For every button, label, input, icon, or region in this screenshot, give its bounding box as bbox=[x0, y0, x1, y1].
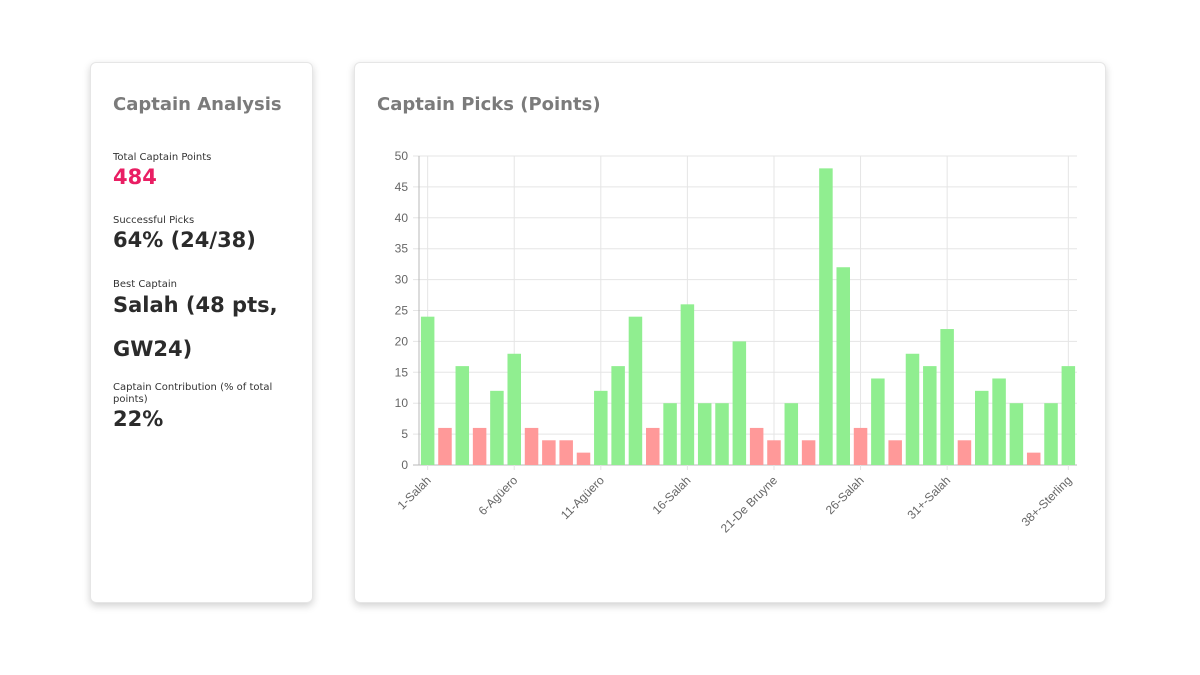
bar-gw-34 bbox=[992, 378, 1006, 465]
bar-gw-12 bbox=[611, 366, 625, 465]
bar-gw-17 bbox=[697, 403, 712, 465]
bar-gw-21 bbox=[767, 440, 781, 465]
best-captain-stat: Best Captain Salah (48 pts, GW24) bbox=[113, 279, 298, 371]
bar-gw-2 bbox=[438, 427, 452, 465]
bar-gw-31 bbox=[940, 329, 954, 465]
bar-gw-13 bbox=[628, 316, 643, 465]
captain-picks-card: Captain Picks (Points) 0 5 10 15 20 25 30 35 40 4… bbox=[354, 62, 1106, 603]
x-tick-label: 26-Salah bbox=[823, 473, 867, 517]
bar-gw-28 bbox=[888, 440, 902, 465]
y-tick-label: 45 bbox=[395, 180, 409, 194]
y-tick-label: 15 bbox=[395, 365, 409, 379]
y-tick-label: 40 bbox=[395, 211, 409, 225]
captain-contribution-stat: Captain Contribution (% of total points)… bbox=[113, 382, 298, 433]
chart-bars bbox=[420, 168, 1076, 466]
bar-gw-1 bbox=[420, 316, 435, 465]
bar-gw-33 bbox=[975, 390, 989, 465]
bar-gw-15 bbox=[663, 403, 677, 465]
x-tick-label: 16-Salah bbox=[650, 473, 694, 517]
bar-gw-35 bbox=[1009, 403, 1024, 465]
successful-picks-stat: Successful Picks 64% (24/38) bbox=[113, 215, 298, 254]
y-tick-label: 20 bbox=[395, 334, 409, 348]
best-captain-label: Best Captain bbox=[113, 279, 177, 290]
x-tick-label: 21-De Bruyne bbox=[718, 473, 780, 535]
bar-gw-11 bbox=[594, 390, 608, 465]
bar-gw-3 bbox=[455, 366, 470, 465]
y-tick-label: 35 bbox=[395, 242, 409, 256]
successful-picks-value: 64% (24/38) bbox=[113, 228, 256, 252]
bar-gw-37 bbox=[1044, 403, 1058, 465]
bar-gw-8 bbox=[542, 440, 556, 465]
y-tick-label: 30 bbox=[395, 273, 409, 287]
bar-gw-19 bbox=[732, 341, 747, 465]
y-tick-label: 50 bbox=[395, 149, 409, 163]
bar-gw-23 bbox=[801, 440, 816, 465]
bar-gw-18 bbox=[715, 403, 729, 465]
chart-title: Captain Picks (Points) bbox=[377, 94, 601, 115]
bar-gw-26 bbox=[853, 427, 868, 465]
y-tick-label: 10 bbox=[395, 396, 409, 410]
y-tick-label: 25 bbox=[395, 304, 409, 318]
captain-contribution-value: 22% bbox=[113, 407, 164, 431]
x-tick-label: 1-Salah bbox=[395, 473, 434, 512]
bar-gw-27 bbox=[871, 378, 885, 465]
bar-gw-6 bbox=[507, 353, 521, 465]
captain-picks-chart: 0 5 10 15 20 25 30 35 40 45 50 1-Salah 6-Agüero 11-A… bbox=[395, 149, 1077, 535]
successful-picks-label: Successful Picks bbox=[113, 215, 195, 226]
bar-gw-24 bbox=[819, 168, 833, 466]
y-tick-label: 0 bbox=[401, 458, 408, 472]
bar-gw-30 bbox=[923, 366, 937, 465]
bar-gw-38 bbox=[1061, 366, 1076, 465]
total-points-value: 484 bbox=[113, 165, 157, 189]
bar-gw-29 bbox=[905, 353, 920, 465]
bar-gw-9 bbox=[559, 440, 573, 465]
captain-analysis-card: Captain Analysis Total Captain Points 48… bbox=[90, 62, 313, 603]
x-tick-label: 38+-Sterling bbox=[1019, 473, 1075, 529]
captain-contribution-label: Captain Contribution (% of total points) bbox=[113, 382, 273, 405]
bar-gw-7 bbox=[524, 427, 539, 465]
bar-gw-32 bbox=[957, 440, 972, 465]
x-axis-ticks: 1-Salah 6-Agüero 11-Agüero 16-Salah 21-De Br… bbox=[395, 473, 1075, 535]
bar-gw-10 bbox=[576, 452, 591, 465]
total-points-stat: Total Captain Points 484 bbox=[113, 152, 298, 191]
bar-gw-22 bbox=[784, 403, 799, 465]
bar-gw-20 bbox=[749, 427, 764, 465]
x-tick-label: 11-Agüero bbox=[558, 473, 607, 522]
bar-gw-16 bbox=[680, 304, 695, 465]
bar-gw-25 bbox=[836, 267, 850, 465]
bar-gw-4 bbox=[472, 427, 487, 465]
y-axis-ticks: 0 5 10 15 20 25 30 35 40 45 50 bbox=[395, 149, 409, 472]
x-tick-label: 31+-Salah bbox=[904, 473, 953, 522]
bar-gw-14 bbox=[646, 427, 660, 465]
x-tick-label: 6-Agüero bbox=[476, 473, 521, 518]
best-captain-value: Salah (48 pts, GW24) bbox=[113, 293, 278, 361]
y-tick-label: 5 bbox=[401, 427, 408, 441]
bar-gw-5 bbox=[490, 390, 504, 465]
bar-gw-36 bbox=[1026, 452, 1041, 465]
captain-analysis-title: Captain Analysis bbox=[113, 94, 282, 115]
total-points-label: Total Captain Points bbox=[113, 152, 212, 163]
